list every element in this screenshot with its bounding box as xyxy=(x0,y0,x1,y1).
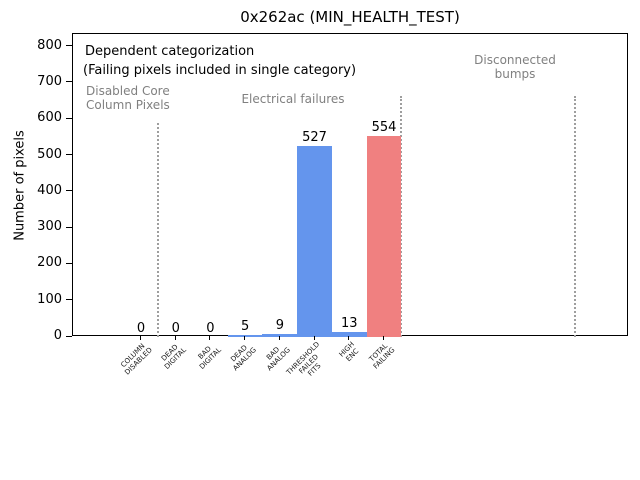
bar-bad-analog xyxy=(262,333,298,337)
x-tick-label: DEAD DIGITAL xyxy=(160,342,189,371)
section-label-1: Electrical failures xyxy=(241,92,345,106)
y-tick xyxy=(66,81,72,83)
bar-high-enc xyxy=(331,332,367,337)
y-tick xyxy=(66,299,72,301)
x-tick-label: THRESHOLD FAILED FITS xyxy=(285,340,323,378)
bar-value-label: 0 xyxy=(171,321,180,336)
bar-total-failing xyxy=(366,135,402,337)
y-tick-label: 300 xyxy=(37,219,62,235)
y-tick xyxy=(66,45,72,47)
y-tick-label: 700 xyxy=(37,73,62,89)
annotation-dependent-categorization: Dependent categorization xyxy=(85,44,255,59)
bar-value-label: 0 xyxy=(136,321,146,336)
bar-dead-analog xyxy=(227,335,263,337)
x-tick-label: BAD DIGITAL xyxy=(196,344,223,371)
x-tick xyxy=(313,336,315,340)
x-tick-label: COLUMN DISABLED xyxy=(119,342,154,377)
x-tick xyxy=(140,336,141,340)
x-tick xyxy=(348,336,350,340)
bar-value-label: 527 xyxy=(302,129,327,145)
section-divider xyxy=(157,123,160,337)
section-label-0: Disabled Core Column Pixels xyxy=(86,84,170,112)
y-tick-label: 500 xyxy=(37,146,62,162)
y-tick-label: 800 xyxy=(37,37,62,53)
bar-value-label: 13 xyxy=(341,316,358,332)
bar-value-label: 5 xyxy=(241,319,250,335)
y-tick xyxy=(66,262,72,264)
y-tick xyxy=(66,117,72,119)
bar-value-label: 0 xyxy=(206,321,215,336)
bar-value-label: 554 xyxy=(371,119,397,135)
y-tick xyxy=(66,190,72,192)
y-tick-label: 400 xyxy=(37,182,62,198)
x-tick-label: HIGH ENC xyxy=(337,340,361,364)
chart-title: 0x262ac (MIN_HEALTH_TEST) xyxy=(240,8,460,26)
section-divider xyxy=(573,96,576,337)
y-tick xyxy=(66,226,72,228)
x-tick xyxy=(382,336,384,340)
y-tick xyxy=(66,154,72,156)
annotation-failing-pixels-note: (Failing pixels included in single categ… xyxy=(83,63,357,78)
x-tick xyxy=(278,336,280,340)
bar-threshold-failed-fits xyxy=(297,145,332,337)
y-tick-label: 200 xyxy=(37,255,62,271)
y-tick-label: 600 xyxy=(37,110,62,126)
x-tick-label: DEAD ANALOG xyxy=(228,343,258,373)
section-label-2: Disconnected bumps xyxy=(474,53,556,81)
y-tick-label: 100 xyxy=(37,291,62,307)
y-tick-label: 0 xyxy=(53,328,62,343)
plot-area: Dependent categorization (Failing pixels… xyxy=(72,33,628,337)
x-tick xyxy=(244,336,246,340)
x-tick xyxy=(174,336,176,340)
section-divider xyxy=(400,96,403,337)
x-tick xyxy=(209,336,211,340)
x-tick-label: TOTAL FAILING xyxy=(367,341,397,371)
y-tick xyxy=(66,335,72,337)
bar-value-label: 9 xyxy=(275,317,284,333)
